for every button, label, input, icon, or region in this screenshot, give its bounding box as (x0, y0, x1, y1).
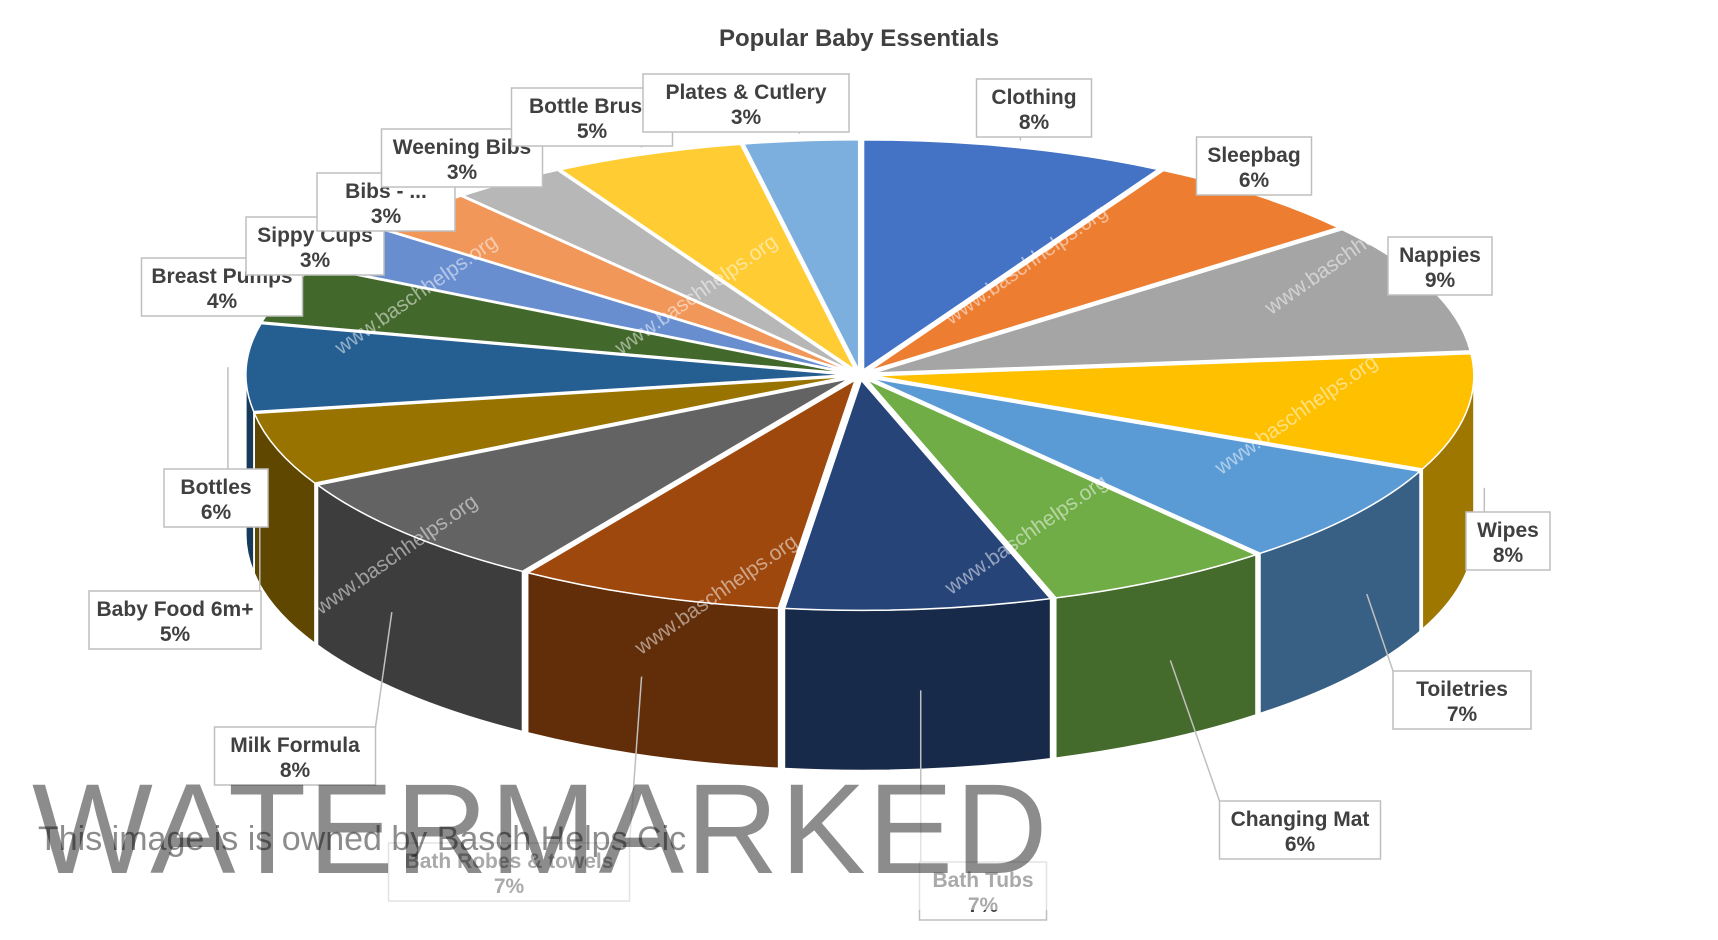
data-label-name-baby-food-6m: Baby Food 6m+ (97, 598, 254, 621)
pie-slice-clothing (862, 139, 1160, 372)
pie-slice-sleepbag (868, 169, 1341, 372)
pie-slices (245, 138, 1475, 612)
data-label-value-clothing: 8% (1019, 111, 1050, 134)
data-label-box-toiletries (1392, 670, 1532, 730)
data-label-name-sleepbag: Sleepbag (1207, 144, 1300, 167)
data-label-name-milk-formula: Milk Formula (230, 734, 360, 757)
site-watermark-7: www.baschhelps.org (60, 80, 232, 210)
pie-slice-bottles (245, 322, 847, 413)
data-label-value-bottles: 6% (201, 501, 232, 524)
data-label-box-nappies (1387, 236, 1493, 296)
data-label-value-bottle-brush: 5% (577, 120, 608, 143)
data-label-box-wipes (1465, 511, 1551, 571)
pie-slice-bath-robes-towels (525, 378, 857, 609)
data-label-box-baby-food-6m (88, 590, 262, 650)
chart-title: Popular Baby Essentials (719, 25, 999, 52)
leader-milk-formula (374, 612, 393, 728)
leader-toiletries (1366, 593, 1394, 672)
pie-slice-bath-tubs (783, 378, 1052, 612)
data-label-name-bottles: Bottles (180, 476, 251, 499)
data-label-box-plates-cutlery (642, 73, 850, 133)
data-label-name-plates-cutlery: Plates & Cutlery (665, 81, 826, 104)
watermark-big-text: WATERMARKED (32, 758, 1050, 901)
data-label-box-clothing (975, 78, 1093, 138)
data-label-value-plates-cutlery: 3% (731, 106, 762, 129)
data-label-box-sleepbag (1195, 136, 1313, 196)
data-label-box-changing-mat (1218, 800, 1382, 860)
watermark-owner-text: This image is is owned by Basch Helps Ci… (38, 820, 686, 858)
data-label-value-milk-formula: 8% (280, 759, 311, 782)
pie-slice-baby-food-6m (253, 375, 847, 484)
data-label-name-bottle-brush: Bottle Brush (529, 95, 655, 118)
data-label-name-clothing: Clothing (991, 86, 1076, 109)
data-label-name-weening-bibs: Weening Bibs (393, 136, 531, 159)
data-label-value-sippy-cups: 3% (300, 249, 331, 272)
site-watermark-8: www.baschhelps.org (60, 350, 232, 480)
pie-sides (245, 374, 1475, 771)
data-label-box-milk-formula (213, 726, 377, 786)
pie-slice-changing-mat (866, 378, 1258, 599)
pie-side-bath-tubs (784, 597, 1052, 771)
data-label-value-baby-food-6m: 5% (160, 623, 191, 646)
data-label-value-bibs: 3% (371, 205, 402, 228)
pie-slice-plates-cutlery (742, 138, 860, 371)
data-label-name-toiletries: Toiletries (1416, 678, 1508, 701)
data-label-box-bottles (163, 468, 269, 528)
data-label-value-breast-pumps: 4% (207, 290, 238, 313)
pie-slice-bottle-brush (558, 143, 856, 371)
data-label-value-changing-mat: 6% (1285, 833, 1316, 856)
data-label-name-wipes: Wipes (1477, 519, 1539, 542)
data-label-name-nappies: Nappies (1399, 244, 1481, 267)
data-label-value-wipes: 8% (1493, 544, 1524, 567)
data-label-name-changing-mat: Changing Mat (1231, 808, 1370, 831)
data-label-value-toiletries: 7% (1447, 703, 1478, 726)
pie-slice-milk-formula (315, 377, 851, 573)
pie-slice-toiletries (870, 377, 1422, 555)
data-label-value-sleepbag: 6% (1239, 169, 1270, 192)
data-label-value-nappies: 9% (1425, 269, 1456, 292)
data-label-value-weening-bibs: 3% (447, 161, 478, 184)
data-labels: Clothing8%Sleepbag6%Nappies9%Wipes8%Toil… (88, 73, 1551, 921)
watermark-backdrop (0, 790, 1150, 910)
pie-slice-wipes (873, 352, 1475, 470)
leader-changing-mat (1169, 660, 1221, 802)
